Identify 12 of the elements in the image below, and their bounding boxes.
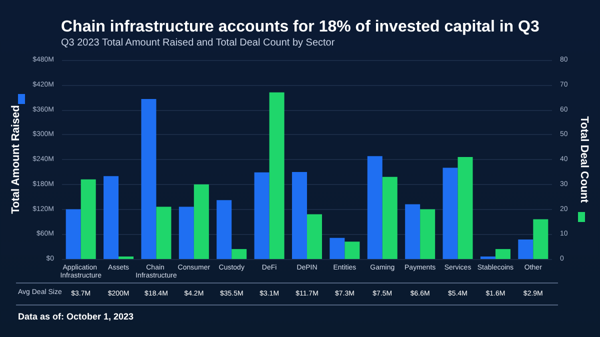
chart-title: Chain infrastructure accounts for 18% of invested capital in Q3 (61, 18, 540, 36)
text: Data as of: October 1, 2023 (18, 312, 134, 322)
bar (141, 98, 156, 259)
y2-axis-title: Total Deal Count (578, 116, 590, 204)
bar (216, 200, 232, 259)
bar (495, 249, 510, 259)
bar (533, 219, 548, 259)
bar (104, 176, 119, 259)
bar (232, 249, 247, 259)
chart-subtitle: Q3 2023 Total Amount Raised and Total Deal Count by Sector (61, 38, 336, 48)
y-axis-title: Total Amount Raised (10, 105, 22, 214)
bar (156, 206, 172, 259)
